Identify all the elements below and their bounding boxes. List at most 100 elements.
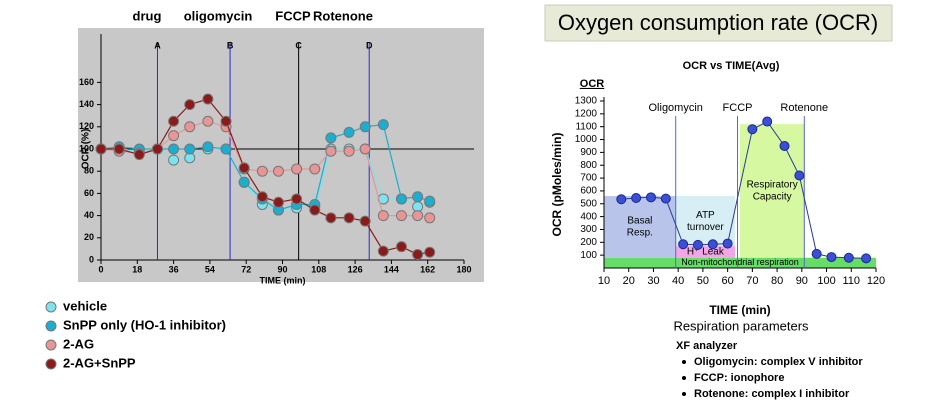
legend-marker: [45, 301, 57, 313]
legend-label: SnPP only (HO-1 inhibitor): [63, 317, 226, 332]
x-tick-label: 0: [98, 264, 103, 274]
data-point: [412, 210, 424, 222]
data-point: [861, 253, 872, 264]
data-point: [377, 210, 389, 222]
x-tick-label: 180: [456, 264, 471, 274]
data-point: [343, 212, 355, 224]
data-point: [325, 212, 337, 224]
data-point: [291, 193, 303, 205]
y-tick-label: 500: [580, 198, 597, 209]
header-label: Rotenone: [313, 8, 373, 23]
x-tick-label: 72: [241, 264, 251, 274]
x-tick-label: 100: [817, 275, 835, 287]
y-tick-label: 0: [89, 254, 94, 264]
data-point: [631, 192, 642, 203]
data-point: [151, 143, 163, 155]
x-tick-label: 162: [420, 264, 435, 274]
x-tick-label: 108: [311, 264, 326, 274]
data-point: [660, 193, 671, 204]
data-point: [843, 252, 854, 263]
data-point: [343, 126, 355, 138]
event-label: FCCP: [723, 102, 753, 114]
notes-title: XF analyzer: [676, 340, 738, 352]
data-point: [395, 210, 407, 222]
data-point: [113, 143, 125, 155]
chart-title: OCR vs TIME(Avg): [683, 60, 780, 72]
data-point: [794, 170, 805, 181]
y-tick-label: 1200: [575, 108, 598, 119]
data-point: [220, 143, 232, 155]
event-label: Oligomycin: [649, 102, 703, 114]
y-tick-label: 200: [580, 237, 597, 248]
y-unit-label: OCR: [580, 78, 605, 90]
data-point: [168, 143, 180, 155]
data-point: [424, 212, 436, 224]
data-point: [395, 193, 407, 205]
header-label: FCCP: [275, 8, 311, 23]
data-point: [272, 196, 284, 208]
x-tick-label: 60: [722, 275, 734, 287]
data-point: [359, 143, 371, 155]
region: [675, 246, 736, 258]
data-point: [95, 143, 107, 155]
data-point: [325, 145, 337, 157]
region: [740, 124, 805, 258]
x-tick-label: 70: [746, 275, 758, 287]
x-axis-label: TIME (min): [260, 275, 306, 285]
data-point: [168, 154, 180, 166]
x-axis-label: TIME (min): [709, 303, 770, 317]
x-tick-label: 18: [132, 264, 142, 274]
data-point: [747, 124, 758, 135]
bullet: [682, 376, 686, 380]
y-tick-label: 600: [580, 186, 597, 197]
region-label: H⁺ Leak: [687, 247, 725, 258]
banner-box: [544, 4, 893, 42]
event-label: B: [227, 40, 234, 50]
bullet: [682, 392, 686, 396]
y-tick-label: 40: [84, 210, 94, 220]
region: [604, 257, 876, 268]
data-point: [238, 162, 250, 174]
region-label: Basal: [627, 216, 652, 227]
legend-marker: [45, 320, 57, 332]
data-point: [811, 248, 822, 259]
y-tick-label: 800: [580, 160, 597, 171]
data-point: [309, 204, 321, 216]
y-tick-label: 400: [580, 211, 597, 222]
x-tick-label: 110: [842, 275, 860, 287]
legend-marker: [45, 339, 57, 351]
x-tick-label: 120: [867, 275, 885, 287]
data-point: [133, 149, 145, 161]
data-point: [424, 195, 436, 207]
data-point: [826, 252, 837, 263]
data-point: [412, 248, 424, 260]
x-tick-label: 50: [697, 275, 709, 287]
data-point: [184, 99, 196, 111]
legend-label: 2-AG+SnPP: [63, 355, 136, 370]
y-tick-label: 700: [580, 173, 597, 184]
region-label: Non-mitochondrial respiration: [681, 257, 799, 267]
data-point: [272, 165, 284, 177]
note-item: Oligomycin: complex V inhibitor: [694, 356, 863, 368]
data-point: [377, 245, 389, 257]
data-point: [343, 145, 355, 157]
y-tick-label: 100: [79, 143, 94, 153]
data-point: [359, 121, 371, 133]
region-label: Capacity: [753, 192, 792, 203]
banner: Oxygen consumption rate (OCR): [558, 10, 878, 35]
data-point: [202, 141, 214, 153]
y-tick-label: 20: [84, 232, 94, 242]
data-point: [168, 115, 180, 127]
data-point: [645, 192, 656, 203]
y-axis-label: OCR (%): [81, 129, 92, 170]
data-point: [168, 130, 180, 142]
data-point: [309, 163, 321, 175]
region: [675, 196, 736, 247]
plot-background: [78, 28, 484, 282]
y-tick-label: 900: [580, 147, 597, 158]
legend-marker: [45, 358, 57, 370]
event-label: A: [154, 40, 161, 50]
series-line: [621, 120, 867, 259]
